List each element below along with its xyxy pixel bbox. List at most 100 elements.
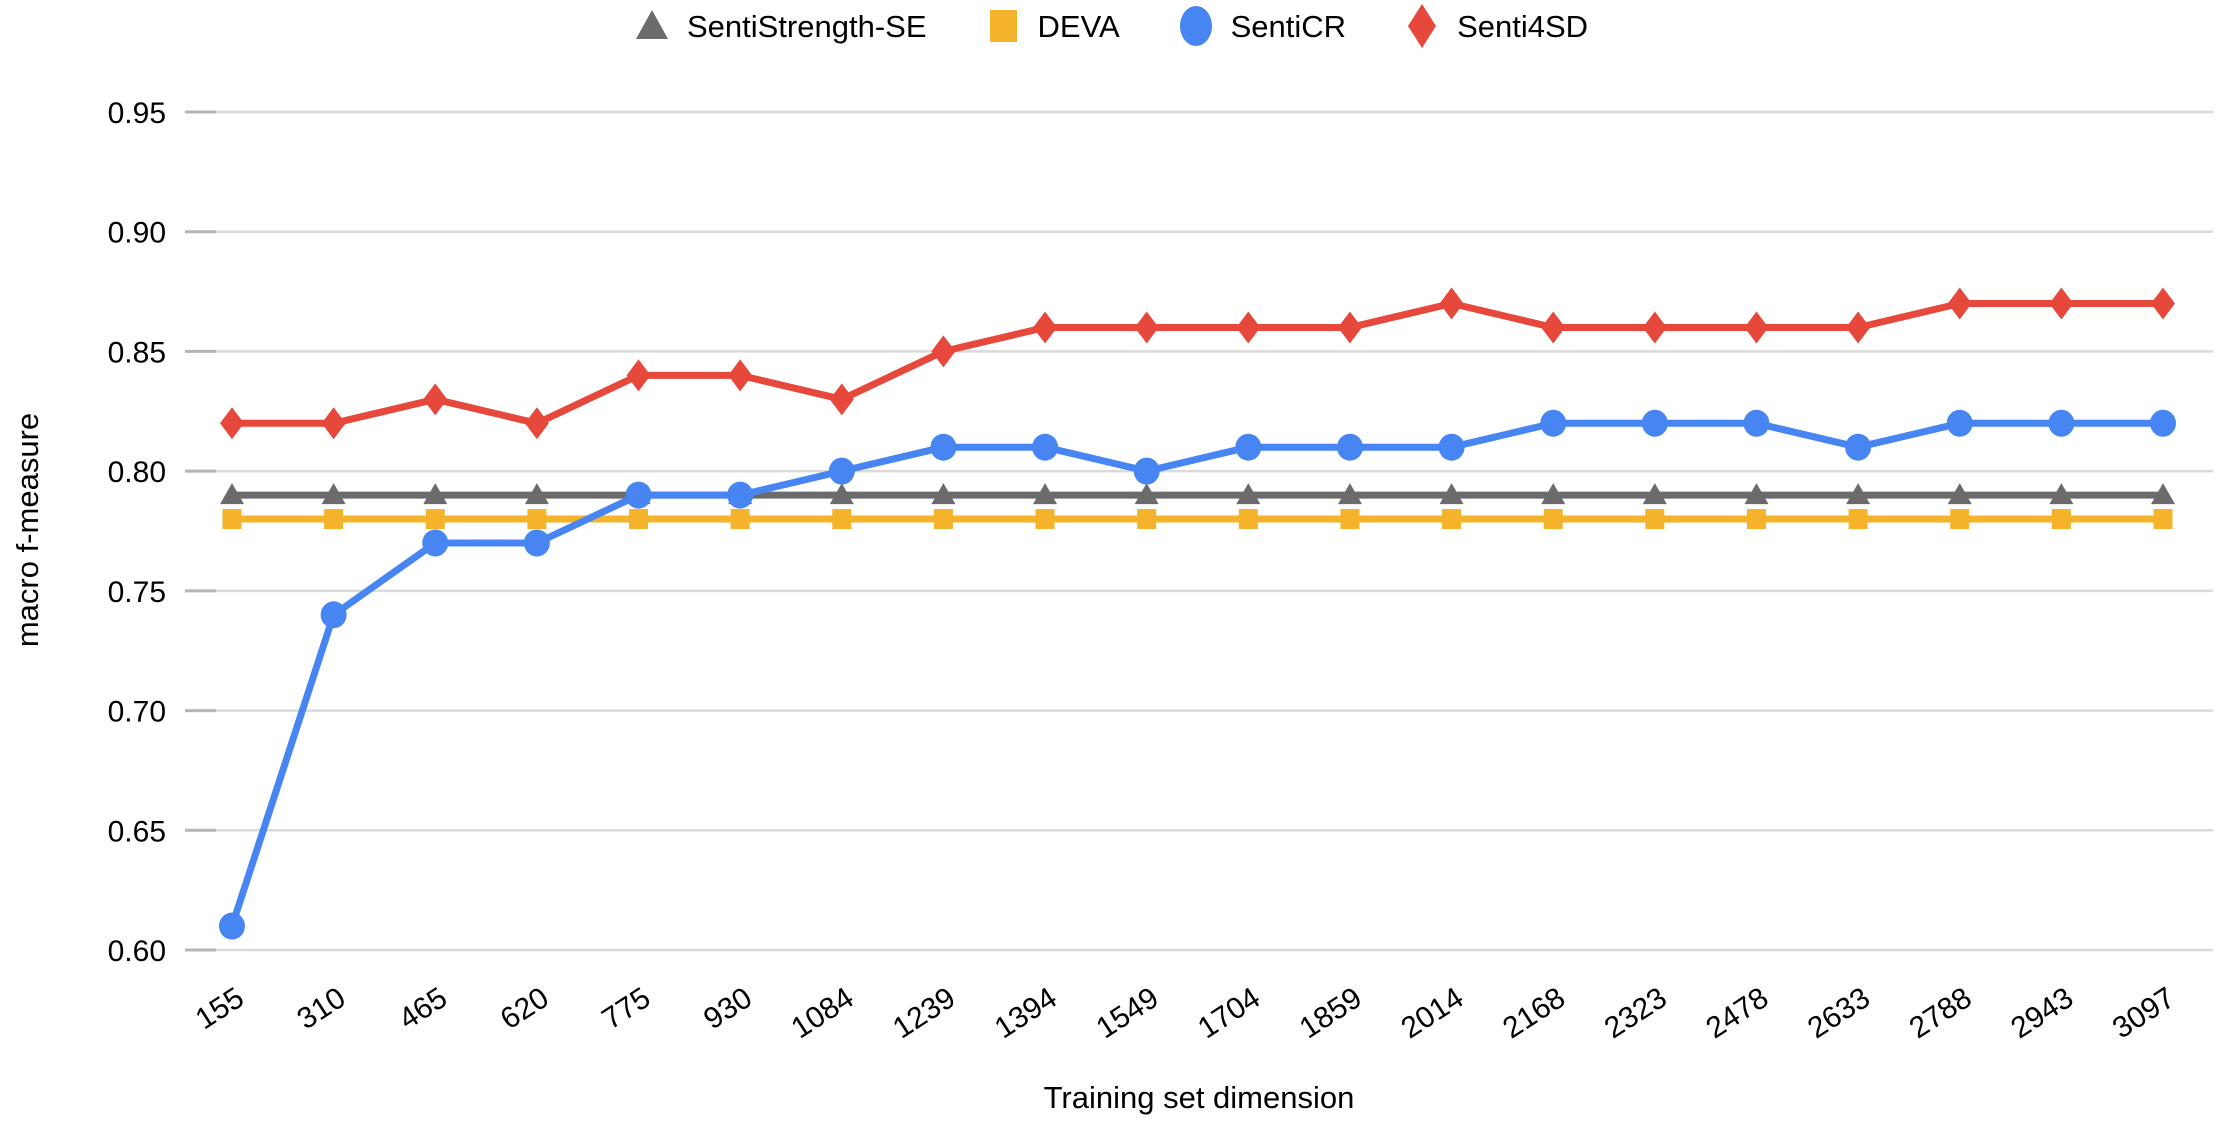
- x-tick-label: 2014: [1395, 981, 1469, 1045]
- x-tick-label: 2633: [1802, 981, 1876, 1045]
- data-point-marker: [320, 601, 347, 629]
- data-point-marker: [931, 335, 956, 368]
- data-point-marker: [1235, 433, 1262, 461]
- data-point-marker: [730, 509, 750, 530]
- series-SentiCR: [219, 409, 2176, 940]
- y-tick-label: 0.95: [108, 97, 166, 130]
- x-tick-label: 155: [190, 981, 250, 1036]
- legend-label: Senti4SD: [1457, 8, 1589, 44]
- data-point-marker: [2151, 287, 2175, 320]
- data-point-marker: [524, 407, 549, 440]
- data-point-marker: [1746, 509, 1766, 530]
- data-point-marker: [1845, 433, 1872, 461]
- series-line: [228, 300, 2167, 427]
- data-point-marker: [1645, 509, 1665, 530]
- triangle-icon: [635, 10, 668, 39]
- data-point-marker: [321, 407, 346, 440]
- data-point-marker: [1541, 483, 1566, 505]
- legend-item-DEVA: DEVA: [983, 2, 1120, 50]
- y-axis-title: macro f-measure: [10, 413, 45, 647]
- data-point-marker: [1439, 483, 1464, 505]
- diamond-icon: [1408, 4, 1437, 48]
- x-tick-label: 2788: [1904, 981, 1978, 1045]
- data-point-marker: [1848, 509, 1868, 530]
- legend-item-SentiStrength-SE: SentiStrength-SE: [632, 2, 927, 50]
- series-line: [228, 419, 2167, 930]
- data-point-marker: [2051, 509, 2071, 530]
- x-tick-label: 1704: [1192, 981, 1266, 1045]
- data-point-marker: [1337, 483, 1362, 505]
- data-point-marker: [1950, 509, 1970, 530]
- data-point-marker: [2049, 483, 2074, 505]
- x-tick-label: 310: [291, 981, 351, 1036]
- y-tick-label: 0.90: [108, 217, 166, 250]
- chart-legend: SentiStrength-SE DEVA SentiCR Senti4SD: [0, 0, 2220, 52]
- data-point-marker: [2150, 409, 2176, 437]
- x-tick-label: 3097: [2107, 981, 2181, 1045]
- x-tick-label: 465: [393, 981, 453, 1036]
- x-axis-tick-labels: 155 310 465 620 775 930 1084 1239 1394 1549 1704 18…: [190, 981, 2181, 1045]
- x-tick-label: 1239: [887, 981, 961, 1045]
- data-point-marker: [2048, 409, 2075, 437]
- x-tick-label: 2323: [1599, 981, 1673, 1045]
- data-point-marker: [728, 359, 753, 392]
- x-tick-label: 2943: [2005, 981, 2079, 1045]
- data-point-marker: [1340, 509, 1360, 530]
- data-point-marker: [1035, 509, 1055, 530]
- data-point-marker: [1442, 509, 1462, 530]
- legend-label: SentiStrength-SE: [686, 8, 927, 44]
- legend-label: SentiCR: [1230, 8, 1347, 44]
- series-SentiStrength-SE: [220, 483, 2175, 505]
- data-point-marker: [1033, 311, 1058, 344]
- data-point-marker: [1641, 409, 1668, 437]
- x-tick-label: 620: [495, 981, 555, 1036]
- data-point-marker: [829, 483, 854, 505]
- x-axis-title: Training set dimension: [1044, 1080, 1355, 1115]
- y-tick-label: 0.80: [108, 456, 166, 489]
- data-point-marker: [1238, 509, 1258, 530]
- x-tick-label: 1084: [786, 981, 860, 1045]
- data-point-marker: [422, 529, 449, 557]
- data-point-marker: [425, 509, 445, 530]
- legend-item-Senti4SD: Senti4SD: [1402, 2, 1588, 50]
- data-point-marker: [1133, 457, 1160, 485]
- data-point-marker: [1236, 483, 1261, 505]
- circle-icon: [1179, 6, 1212, 46]
- data-point-marker: [626, 359, 651, 392]
- data-point-marker: [2153, 509, 2173, 530]
- data-point-marker: [1642, 311, 1667, 344]
- data-point-marker: [222, 509, 242, 530]
- data-point-marker: [1438, 433, 1465, 461]
- data-point-marker: [1336, 433, 1363, 461]
- data-point-marker: [423, 483, 448, 505]
- gridlines: [185, 110, 2213, 952]
- data-point-marker: [2151, 483, 2175, 505]
- legend-item-SentiCR: SentiCR: [1176, 2, 1346, 50]
- data-point-marker: [1947, 287, 1972, 320]
- data-point-marker: [1540, 409, 1567, 437]
- data-point-marker: [727, 481, 754, 509]
- y-tick-label: 0.70: [108, 696, 166, 729]
- y-axis-tick-labels: 0.60 0.65 0.70 0.75 0.80 0.85 0.90 0.95: [108, 97, 166, 968]
- data-point-marker: [625, 481, 652, 509]
- data-point-marker: [1946, 409, 1973, 437]
- data-point-marker: [828, 457, 855, 485]
- data-point-marker: [1137, 509, 1157, 530]
- series-DEVA: [222, 509, 2173, 530]
- data-point-marker: [1134, 483, 1159, 505]
- x-tick-label: 1859: [1294, 981, 1368, 1045]
- data-point-marker: [629, 509, 649, 530]
- data-point-marker: [1236, 311, 1261, 344]
- data-point-marker: [220, 407, 244, 440]
- data-point-marker: [324, 509, 344, 530]
- data-point-marker: [1033, 483, 1058, 505]
- data-point-marker: [1744, 311, 1769, 344]
- data-point-marker: [1543, 509, 1563, 530]
- data-point-marker: [829, 383, 854, 416]
- data-point-marker: [1744, 483, 1769, 505]
- data-point-marker: [219, 912, 245, 940]
- data-point-marker: [524, 483, 549, 505]
- data-point-marker: [1846, 483, 1871, 505]
- data-point-marker: [1743, 409, 1770, 437]
